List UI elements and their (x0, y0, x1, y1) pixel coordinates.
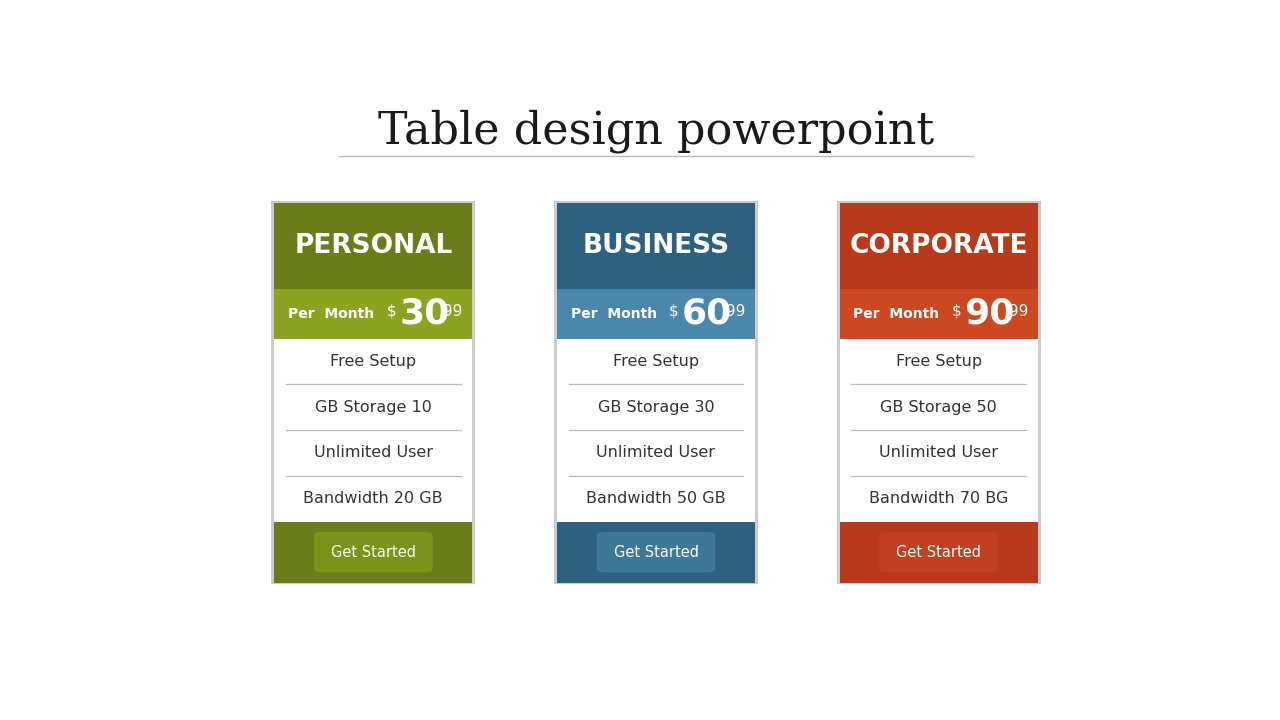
Text: Unlimited User: Unlimited User (879, 446, 998, 461)
Text: BUSINESS: BUSINESS (582, 233, 730, 258)
Bar (840, 338, 1038, 521)
Text: Free Setup: Free Setup (613, 354, 699, 369)
Bar (274, 203, 472, 289)
Text: GB Storage 10: GB Storage 10 (315, 400, 431, 415)
Text: Get Started: Get Started (330, 544, 416, 559)
Bar (557, 289, 755, 338)
Text: Get Started: Get Started (613, 544, 699, 559)
Text: 30: 30 (399, 297, 449, 330)
Bar (557, 338, 755, 521)
Text: Per  Month: Per Month (854, 307, 940, 320)
Text: Unlimited User: Unlimited User (596, 446, 716, 461)
Text: Per  Month: Per Month (571, 307, 657, 320)
Text: Bandwidth 50 GB: Bandwidth 50 GB (586, 491, 726, 506)
Text: Bandwidth 20 GB: Bandwidth 20 GB (303, 491, 443, 506)
Text: GB Storage 50: GB Storage 50 (881, 400, 997, 415)
FancyBboxPatch shape (314, 532, 433, 572)
Bar (837, 201, 1041, 584)
Bar (554, 201, 758, 584)
Text: $: $ (669, 304, 678, 319)
Bar (557, 521, 755, 582)
Bar (271, 201, 475, 584)
Text: Per  Month: Per Month (288, 307, 374, 320)
Text: Get Started: Get Started (896, 544, 982, 559)
Bar (274, 521, 472, 582)
Text: Free Setup: Free Setup (896, 354, 982, 369)
Text: Free Setup: Free Setup (330, 354, 416, 369)
Text: 60: 60 (682, 297, 732, 330)
Text: 90: 90 (965, 297, 1015, 330)
Bar (557, 203, 755, 289)
Text: CORPORATE: CORPORATE (850, 233, 1028, 258)
Text: GB Storage 30: GB Storage 30 (598, 400, 714, 415)
Bar (840, 203, 1038, 289)
Text: Unlimited User: Unlimited User (314, 446, 433, 461)
Bar (840, 521, 1038, 582)
Text: Bandwidth 70 BG: Bandwidth 70 BG (869, 491, 1009, 506)
Text: $: $ (952, 304, 961, 319)
Text: $: $ (387, 304, 396, 319)
FancyBboxPatch shape (879, 532, 998, 572)
Text: PERSONAL: PERSONAL (294, 233, 452, 258)
Text: .99: .99 (1005, 304, 1029, 319)
Text: .99: .99 (722, 304, 746, 319)
FancyBboxPatch shape (596, 532, 716, 572)
Bar (274, 338, 472, 521)
Text: Table design powerpoint: Table design powerpoint (378, 109, 934, 153)
Bar (274, 289, 472, 338)
Text: .99: .99 (439, 304, 463, 319)
Bar (840, 289, 1038, 338)
